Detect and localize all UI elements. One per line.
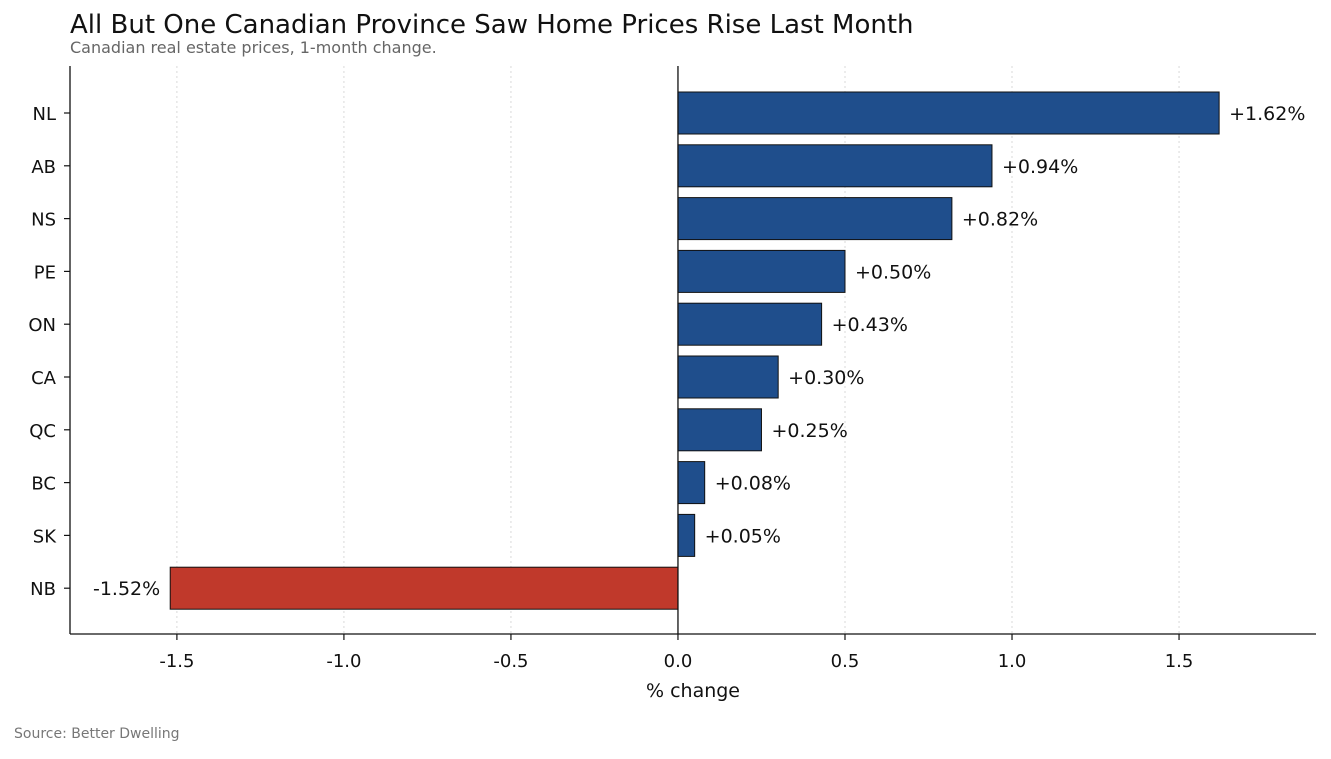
x-tick-label: 0.5	[831, 651, 860, 672]
x-tick-label: 1.0	[998, 651, 1027, 672]
data-label-sk: +0.05%	[705, 525, 781, 547]
x-tick-label: -1.5	[159, 651, 194, 672]
y-tick-label-pe: PE	[34, 262, 56, 283]
data-labels: +1.62% +0.94% +0.82% +0.50% +0.43% +0.30% +0.2…	[93, 103, 1305, 600]
source-note: Source: Better Dwelling	[14, 726, 180, 742]
axes: NL AB NS PE ON CA QC BC SK NB -1.5 -1.0 -0.5 0.0 0.5 1.…	[28, 66, 1316, 672]
data-label-ca: +0.30%	[788, 367, 864, 389]
y-tick-label-ns: NS	[31, 210, 56, 231]
bars	[169, 91, 1220, 610]
data-label-pe: +0.50%	[855, 261, 931, 283]
y-tick-label-sk: SK	[33, 526, 57, 547]
x-tick-label: 1.5	[1165, 651, 1194, 672]
y-tick-label-qc: QC	[29, 421, 56, 442]
bar-ab	[677, 144, 993, 188]
bar-sk	[677, 513, 696, 557]
data-label-ns: +0.82%	[962, 209, 1038, 231]
bar-on	[677, 302, 823, 346]
bar-bc	[677, 461, 706, 505]
y-tick-label-ab: AB	[31, 157, 56, 178]
y-tick-label-on: ON	[28, 315, 56, 336]
bar-ca	[677, 355, 779, 399]
data-label-nl: +1.62%	[1229, 103, 1305, 125]
x-tick-label: -1.0	[326, 651, 361, 672]
data-label-qc: +0.25%	[771, 420, 847, 442]
data-label-on: +0.43%	[832, 314, 908, 336]
x-tick-label: 0.0	[664, 651, 693, 672]
x-axis-title: % change	[646, 680, 740, 702]
y-tick-label-ca: CA	[31, 368, 57, 389]
bar-nl	[677, 91, 1220, 135]
data-label-nb: -1.52%	[93, 578, 160, 600]
chart-title: All But One Canadian Province Saw Home P…	[70, 10, 914, 40]
data-label-bc: +0.08%	[715, 473, 791, 495]
bar-pe	[677, 249, 846, 293]
x-tick-label: -0.5	[493, 651, 528, 672]
chart-subtitle: Canadian real estate prices, 1-month cha…	[70, 38, 437, 57]
bar-qc	[677, 408, 762, 452]
data-label-ab: +0.94%	[1002, 156, 1078, 178]
bar-ns	[677, 197, 953, 241]
y-tick-label-nb: NB	[30, 579, 56, 600]
y-tick-label-bc: BC	[31, 474, 56, 495]
bar-nb	[169, 566, 679, 610]
y-tick-label-nl: NL	[33, 104, 57, 125]
